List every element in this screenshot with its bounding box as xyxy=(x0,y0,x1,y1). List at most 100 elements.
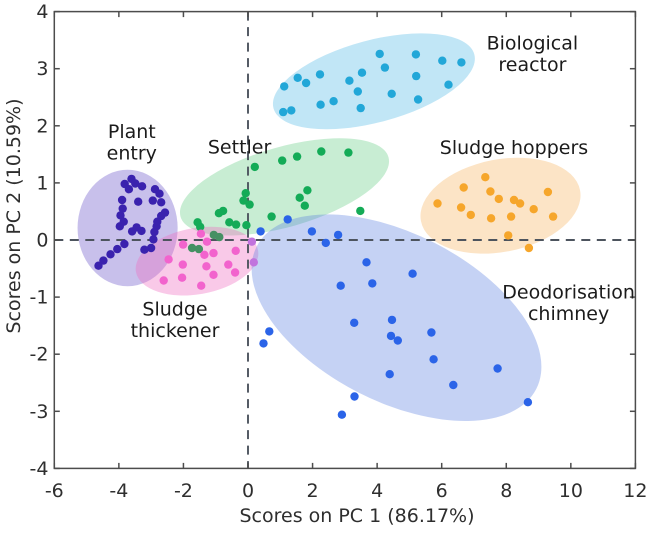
cluster-label-line: Biological xyxy=(487,33,579,55)
data-point-deodorisation-chimney xyxy=(387,315,397,325)
data-point-deodorisation-chimney xyxy=(408,269,417,278)
x-tick-label: 4 xyxy=(371,480,383,502)
x-tick-label: -4 xyxy=(109,480,128,502)
data-point-plant-entry xyxy=(117,195,127,205)
data-point-plant-entry xyxy=(137,182,147,191)
data-point-settler xyxy=(292,152,302,161)
cluster-label-line: Sludge hoppers xyxy=(440,137,588,159)
data-point-plant-entry xyxy=(148,196,157,205)
data-point-plant-entry xyxy=(131,179,140,188)
cluster-points-sludge-thickener xyxy=(159,229,258,290)
data-point-plant-entry xyxy=(140,245,149,254)
data-point-sludge-hoppers xyxy=(466,210,475,220)
x-tick-label: -2 xyxy=(174,480,193,502)
cluster-label-line: reactor xyxy=(498,54,566,76)
data-point-biological-reactor xyxy=(375,49,384,59)
data-point-sludge-thickener xyxy=(178,260,187,269)
data-point-biological-reactor xyxy=(356,103,365,113)
data-point-plant-entry xyxy=(157,198,166,207)
data-point-sludge-hoppers xyxy=(486,187,495,196)
data-point-sludge-hoppers xyxy=(459,183,468,192)
data-point-biological-reactor xyxy=(293,73,302,83)
data-point-plant-entry xyxy=(134,197,143,206)
data-point-sludge-thickener-shaded xyxy=(247,237,257,246)
y-tick-label: -1 xyxy=(30,287,49,309)
data-point-deodorisation-chimney xyxy=(429,355,438,364)
data-point-plant-entry xyxy=(155,189,164,198)
data-point-settler xyxy=(300,201,309,210)
data-point-sludge-thickener xyxy=(178,240,188,249)
data-point-plant-entry xyxy=(106,250,115,259)
data-point-biological-reactor xyxy=(357,68,367,77)
data-point-deodorisation-chimney xyxy=(393,336,402,345)
cluster-label-sludge-hoppers: Sludge hoppers xyxy=(440,137,588,159)
x-tick-label: 2 xyxy=(307,480,319,502)
data-point-biological-reactor xyxy=(380,63,390,72)
data-point-deodorisation-chimney xyxy=(350,392,359,401)
x-tick-label: 0 xyxy=(242,480,254,502)
data-point-settler xyxy=(245,200,254,209)
cluster-ellipse-settler xyxy=(179,138,390,236)
y-tick-label: -3 xyxy=(30,401,49,423)
data-point-settler xyxy=(196,222,205,232)
data-point-biological-reactor xyxy=(438,56,447,65)
data-point-deodorisation-chimney xyxy=(259,339,268,348)
data-point-plant-entry xyxy=(137,226,146,236)
y-tick-label: -2 xyxy=(30,344,49,366)
axes-layer xyxy=(53,10,637,470)
y-tick-label: 3 xyxy=(36,58,48,80)
data-point-settler xyxy=(231,220,241,229)
x-tick-label: 10 xyxy=(559,480,583,502)
data-point-sludge-hoppers xyxy=(543,187,553,197)
data-point-sludge-thickener xyxy=(224,260,233,269)
data-point-deodorisation-chimney xyxy=(336,281,345,290)
y-tick-label: 1 xyxy=(36,172,48,194)
data-point-sludge-hoppers xyxy=(506,212,516,221)
x-tick-label: 6 xyxy=(436,480,448,502)
data-point-plant-entry xyxy=(118,204,127,213)
cluster-label-line: Deodorisation xyxy=(502,282,635,304)
data-point-biological-reactor xyxy=(387,89,396,99)
y-axis-title: Scores on PC 2 (10.59%) xyxy=(3,98,25,333)
cluster-points-plant-entry xyxy=(94,174,170,270)
cluster-label-line: Settler xyxy=(208,136,272,158)
data-point-biological-reactor xyxy=(280,82,289,91)
data-point-sludge-thickener xyxy=(197,281,206,290)
data-point-biological-reactor xyxy=(279,107,288,117)
data-point-biological-reactor xyxy=(411,50,421,59)
data-point-biological-reactor xyxy=(353,87,362,96)
cluster-label-line: Plant xyxy=(108,121,156,143)
cluster-ellipse-deodorisation-chimney xyxy=(251,214,542,421)
data-point-settler xyxy=(356,206,365,216)
data-point-plant-entry xyxy=(113,244,122,254)
x-tick-label: 12 xyxy=(623,480,647,502)
data-point-deodorisation-chimney xyxy=(307,227,317,236)
data-point-deodorisation-chimney xyxy=(283,215,292,224)
data-point-plant-entry xyxy=(120,239,129,249)
data-point-biological-reactor xyxy=(329,97,338,106)
data-point-settler-shaded xyxy=(215,232,224,242)
data-point-biological-reactor xyxy=(316,100,325,109)
data-point-sludge-thickener xyxy=(230,268,240,277)
cluster-label-line: Sludge xyxy=(142,299,207,321)
data-point-sludge-hoppers xyxy=(524,243,534,253)
data-point-settler xyxy=(242,221,251,230)
y-tick-label: 4 xyxy=(36,1,48,23)
data-point-settler xyxy=(295,193,304,202)
cluster-points-deodorisation-chimney xyxy=(256,215,533,419)
data-point-biological-reactor xyxy=(457,58,466,67)
y-tick-label: -4 xyxy=(30,458,49,480)
data-point-sludge-hoppers xyxy=(486,214,496,223)
data-point-settler-shaded xyxy=(187,243,197,253)
data-point-sludge-thickener xyxy=(159,276,168,285)
data-point-deodorisation-chimney xyxy=(333,230,343,240)
cluster-label-settler: Settler xyxy=(208,136,272,158)
scatter-points-layer xyxy=(94,49,558,419)
data-point-deodorisation-chimney xyxy=(386,331,396,341)
data-point-sludge-thickener xyxy=(231,246,240,255)
